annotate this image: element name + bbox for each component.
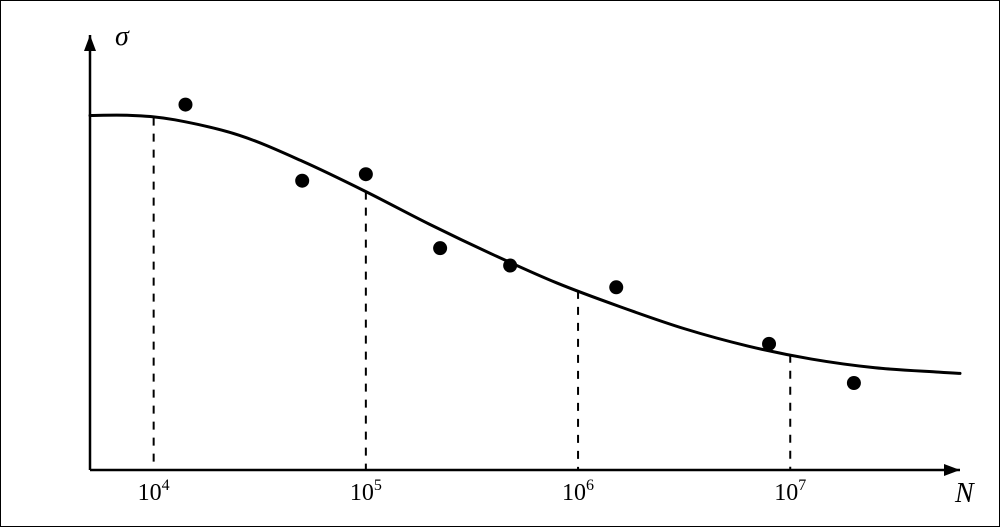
x-tick-label: 107	[774, 477, 806, 506]
chart-border	[1, 1, 1000, 527]
data-point	[433, 241, 447, 255]
data-point	[295, 174, 309, 188]
chart-svg: 104 105 106 107 σ N	[0, 0, 1000, 527]
sn-curve	[90, 115, 960, 373]
x-tick-label: 105	[350, 477, 382, 506]
data-point	[847, 376, 861, 390]
sn-curve-chart: 104 105 106 107 σ N	[0, 0, 1000, 527]
y-axis-label: σ	[115, 21, 130, 52]
data-point	[503, 259, 517, 273]
data-point	[762, 337, 776, 351]
x-axis-label: N	[954, 478, 975, 509]
x-tick-label: 106	[562, 477, 594, 506]
data-point	[359, 167, 373, 181]
data-point	[609, 280, 623, 294]
x-axis-arrow	[944, 464, 960, 476]
data-point	[178, 98, 192, 112]
y-axis-arrow	[84, 35, 96, 51]
x-tick-label: 104	[138, 477, 170, 506]
